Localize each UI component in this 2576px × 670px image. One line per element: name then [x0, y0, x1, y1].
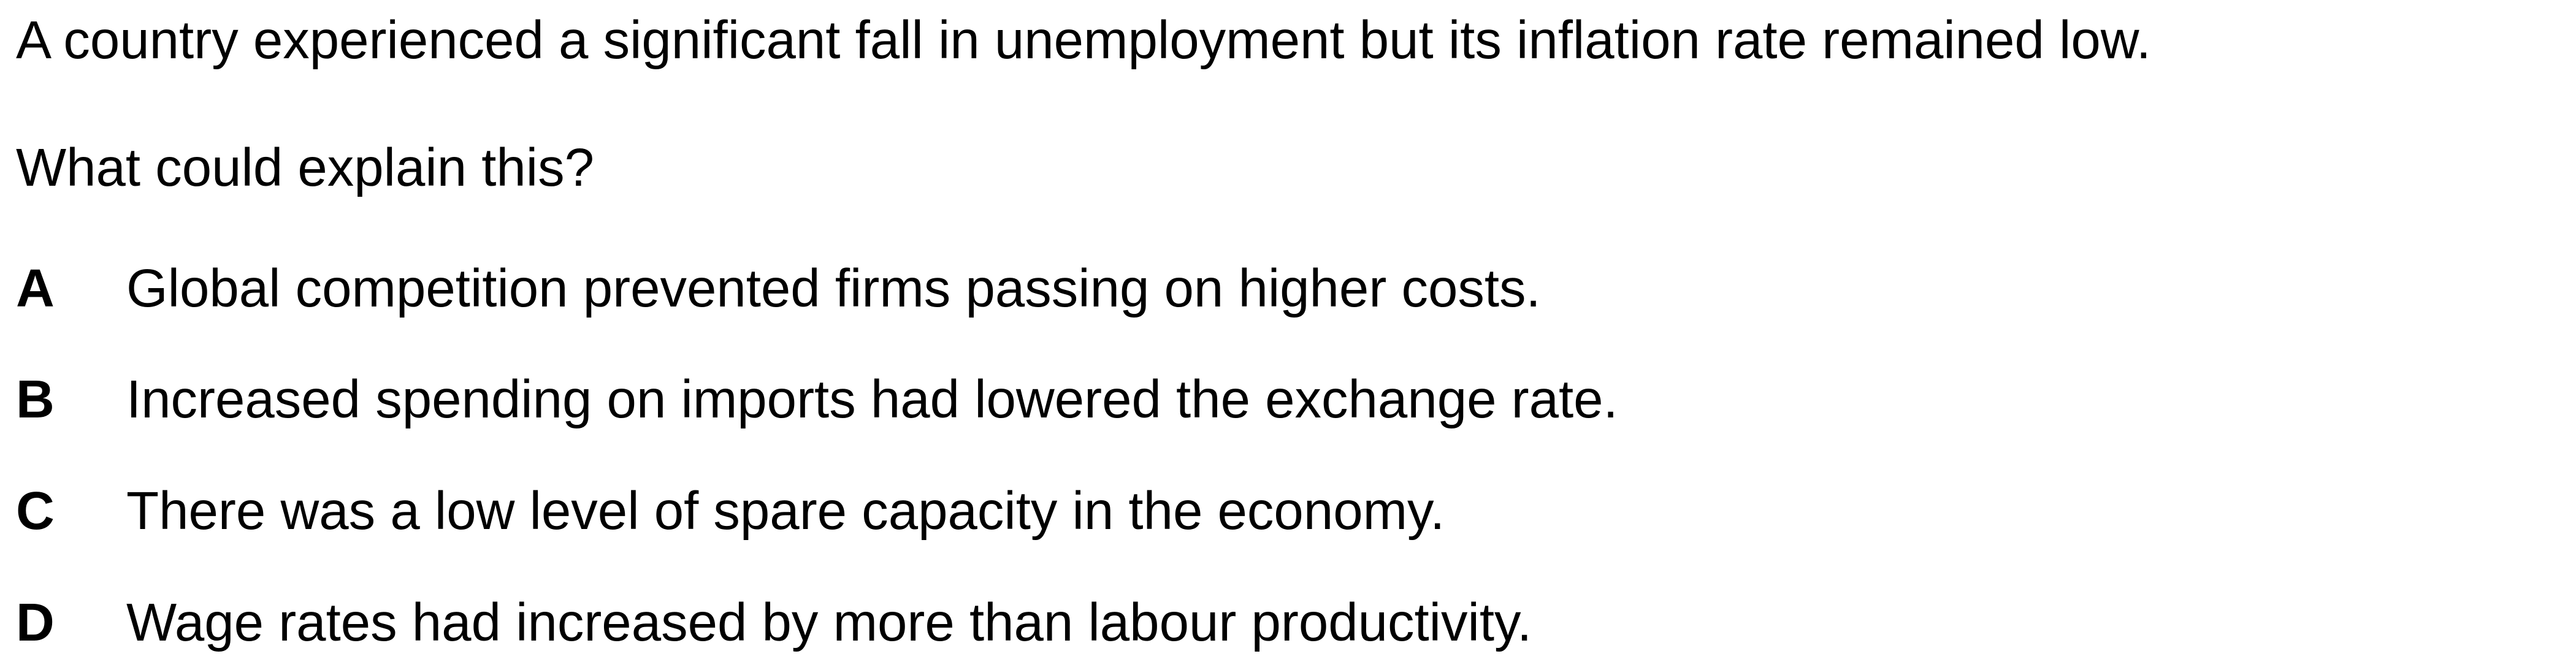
option-text: Wage rates had increased by more than la… — [126, 593, 1532, 652]
option-text: There was a low level of spare capacity … — [126, 481, 1445, 541]
option-letter: A — [16, 259, 55, 318]
question-prompt: What could explain this? — [16, 138, 595, 197]
option-letter: D — [16, 593, 55, 652]
option-letter: B — [16, 370, 55, 429]
option-letter: C — [16, 481, 55, 541]
option-text: Global competition prevented firms passi… — [126, 259, 1541, 318]
option-text: Increased spending on imports had lowere… — [126, 370, 1618, 429]
question-stem: A country experienced a significant fall… — [16, 10, 2151, 70]
